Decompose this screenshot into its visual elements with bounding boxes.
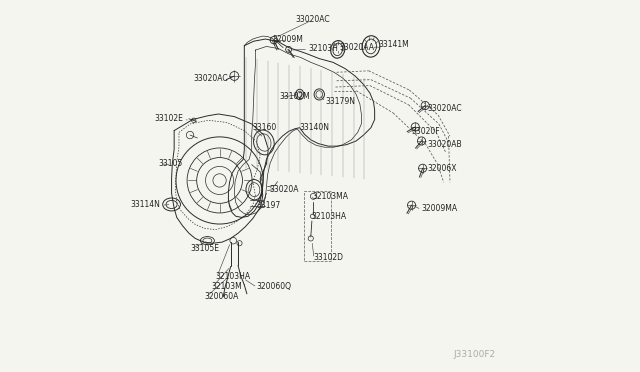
Text: 32103MA: 32103MA — [312, 192, 349, 201]
Text: 33102M: 33102M — [280, 92, 310, 101]
Text: 33140N: 33140N — [300, 123, 330, 132]
Text: 33105E: 33105E — [190, 244, 219, 253]
Text: 32103M: 32103M — [211, 282, 242, 291]
Text: 33102D: 33102D — [314, 253, 343, 263]
Text: 32006X: 32006X — [427, 164, 456, 173]
Text: 33020A: 33020A — [269, 185, 298, 194]
Text: 33102E: 33102E — [154, 114, 184, 123]
Text: 32103H: 32103H — [308, 44, 338, 53]
Text: 33020AC: 33020AC — [295, 15, 330, 23]
Text: 320060A: 320060A — [205, 292, 239, 301]
Text: 33020AC: 33020AC — [427, 104, 461, 113]
Text: 33179N: 33179N — [326, 97, 356, 106]
Text: 33197: 33197 — [257, 201, 281, 210]
Text: J33100F2: J33100F2 — [453, 350, 495, 359]
Text: 33020AA: 33020AA — [339, 43, 374, 52]
Text: 32009M: 32009M — [273, 35, 303, 44]
Text: 33020AC: 33020AC — [193, 74, 228, 83]
Text: 33105: 33105 — [158, 158, 182, 168]
Text: 32009MA: 32009MA — [422, 204, 458, 214]
Text: 33114N: 33114N — [131, 200, 161, 209]
Text: 32103HA: 32103HA — [216, 272, 251, 281]
Text: 33141M: 33141M — [378, 41, 409, 49]
Text: 33160: 33160 — [253, 123, 277, 132]
Text: 320060Q: 320060Q — [257, 282, 291, 291]
Text: 32103HA: 32103HA — [312, 212, 347, 221]
Text: 33020AB: 33020AB — [427, 140, 461, 149]
Text: 33020F: 33020F — [412, 127, 440, 136]
